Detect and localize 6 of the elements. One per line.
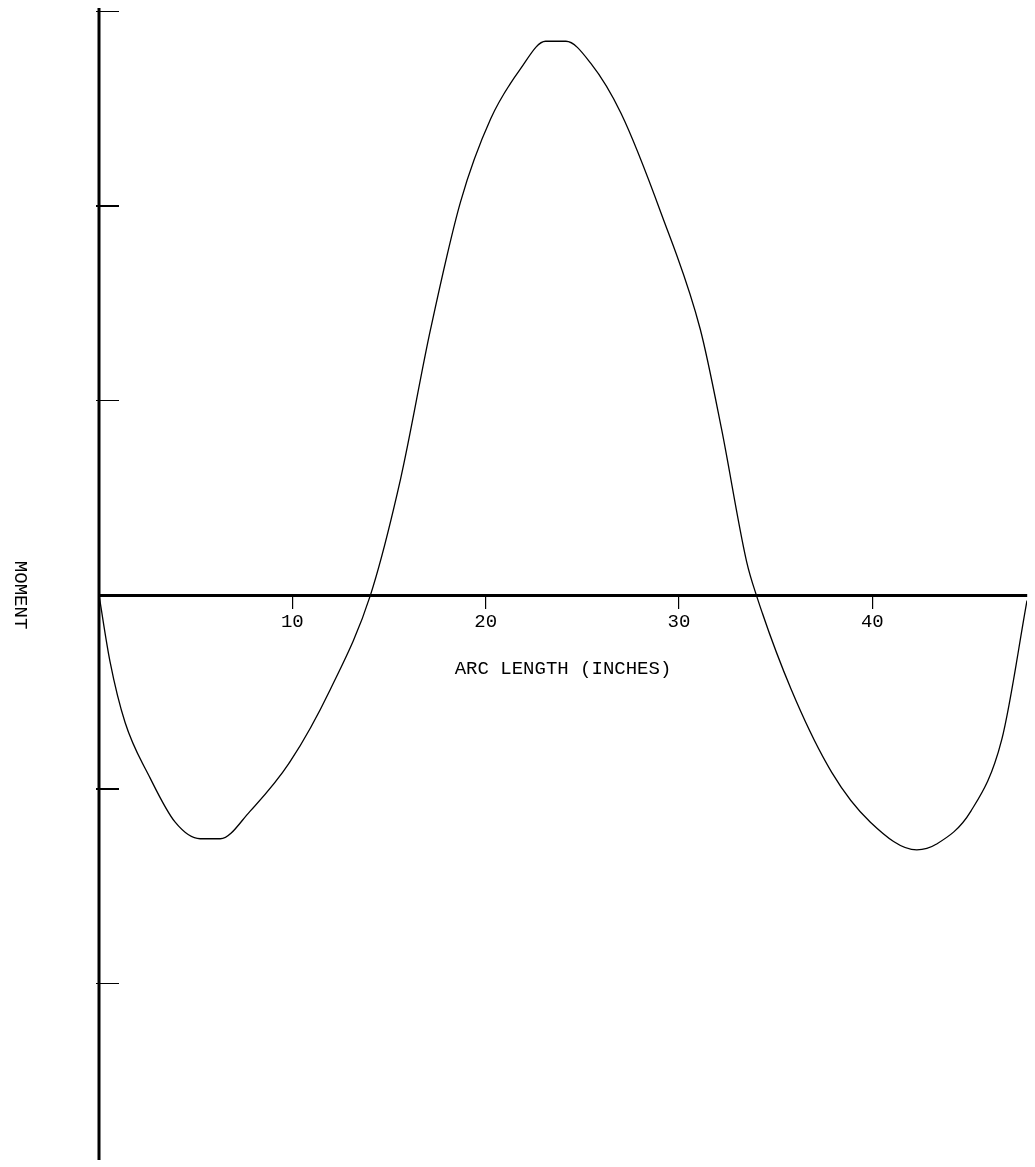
x-tick-label: 10 [280,610,304,633]
x-tick-label: 30 [667,610,691,633]
y-axis-title: MOMENT [8,560,31,630]
x-tick-label: 40 [860,610,884,633]
x-tick-label: 20 [474,610,498,633]
x-axis-title: ARC LENGTH (INCHES) [454,658,672,681]
